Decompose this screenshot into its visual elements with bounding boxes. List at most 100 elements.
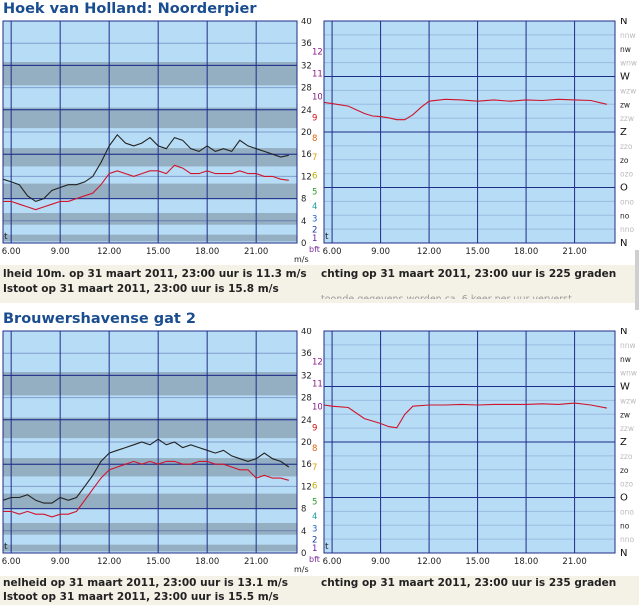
direction-tick-label: zo bbox=[620, 156, 629, 165]
y-tick-label-bft: 7 bbox=[312, 153, 317, 163]
plot-frame bbox=[323, 20, 616, 244]
station-block: Hoek van Holland: Noorderpier t 6.00 9.00 1… bbox=[0, 0, 639, 303]
corner-mark: t bbox=[325, 542, 329, 552]
y-tick-label-ms: 24 bbox=[301, 106, 312, 116]
y-tick-label-bft: 4 bbox=[312, 202, 317, 212]
bft-unit-label: bft bbox=[309, 245, 320, 254]
y-tick-label-ms: 20 bbox=[301, 438, 312, 448]
speed-info: lheid 10m. op 31 maart 2011, 23:00 uur i… bbox=[3, 268, 307, 280]
x-tick-label: 12.00 bbox=[97, 247, 121, 257]
beaufort-band bbox=[3, 417, 297, 439]
y-tick-label-ms: 40 bbox=[301, 328, 312, 337]
y-tick-label-ms: 4 bbox=[301, 527, 306, 537]
speed-chart: t6.00 9.00 12.00 15.00 18.00 21.0040363228242… bbox=[2, 328, 322, 574]
y-tick-label-ms: 28 bbox=[301, 84, 312, 94]
y-tick-label-bft: 12 bbox=[312, 48, 322, 58]
y-tick-label-ms: 36 bbox=[301, 349, 312, 359]
beaufort-band bbox=[3, 493, 297, 510]
x-tick-label: 21.00 bbox=[244, 557, 268, 567]
y-tick-label-bft: 6 bbox=[312, 481, 317, 491]
y-tick-label-bft: 3 bbox=[312, 525, 317, 535]
y-tick-label-bft: 11 bbox=[312, 70, 322, 80]
x-tick-label: 18.00 bbox=[195, 247, 219, 257]
x-tick-label: 12.00 bbox=[417, 557, 441, 567]
x-tick-label: 15.00 bbox=[146, 557, 170, 567]
x-tick-label: 21.00 bbox=[562, 247, 586, 257]
y-tick-label-bft: 1 bbox=[312, 234, 317, 244]
direction-tick-label: wnw bbox=[620, 59, 637, 68]
direction-tick-label: wnw bbox=[620, 369, 637, 378]
y-tick-label-bft: 11 bbox=[312, 380, 322, 390]
refresh-note: toonde gegevens worden ca. 6 keer per uu… bbox=[321, 292, 572, 299]
plot-frame bbox=[2, 330, 298, 554]
station-title[interactable]: Brouwershavense gat 2 bbox=[3, 311, 196, 327]
plot-frame bbox=[323, 330, 616, 554]
x-tick-label: 6.00 bbox=[323, 557, 342, 567]
direction-tick-label: W bbox=[620, 72, 630, 83]
x-tick-label: 6.00 bbox=[2, 247, 21, 257]
x-tick-label: 9.00 bbox=[51, 247, 70, 257]
direction-tick-label: zzw bbox=[620, 114, 634, 123]
direction-tick-label: Z bbox=[620, 437, 627, 448]
direction-tick-label: wzw bbox=[620, 86, 636, 95]
x-tick-label: 15.00 bbox=[146, 247, 170, 257]
y-tick-label-bft: 4 bbox=[312, 512, 317, 522]
x-tick-label: 9.00 bbox=[371, 557, 390, 567]
beaufort-band bbox=[3, 523, 297, 535]
ms-unit-label: m/s bbox=[294, 565, 309, 574]
direction-tick-label: zzo bbox=[620, 452, 633, 461]
station-title[interactable]: Hoek van Holland: Noorderpier bbox=[3, 1, 257, 17]
series-line-windrichting bbox=[323, 402, 608, 429]
direction-tick-label: zzo bbox=[620, 142, 633, 151]
y-tick-label-bft: 8 bbox=[312, 134, 317, 144]
y-tick-label-bft: 2 bbox=[312, 536, 317, 546]
direction-info: chting op 31 maart 2011, 23:00 uur is 22… bbox=[321, 268, 617, 280]
y-tick-label-bft: 10 bbox=[312, 402, 322, 412]
x-tick-label: 12.00 bbox=[97, 557, 121, 567]
corner-mark: t bbox=[325, 232, 329, 242]
y-tick-label-bft: 12 bbox=[312, 358, 322, 368]
gust-info: Istoot op 31 maart 2011, 23:00 uur is 15… bbox=[3, 283, 279, 295]
direction-tick-label: O bbox=[620, 493, 628, 504]
series-line-windstoot bbox=[2, 133, 289, 203]
y-tick-label-ms: 32 bbox=[301, 371, 312, 381]
corner-mark: t bbox=[4, 232, 8, 242]
direction-tick-label: Z bbox=[620, 127, 627, 138]
beaufort-band bbox=[3, 183, 297, 200]
y-tick-label-ms: 24 bbox=[301, 416, 312, 426]
beaufort-band bbox=[3, 458, 297, 477]
direction-tick-label: nw bbox=[620, 45, 631, 54]
direction-tick-label: zw bbox=[620, 410, 630, 419]
direction-tick-label: nno bbox=[620, 535, 635, 544]
y-tick-label-ms: 12 bbox=[301, 482, 312, 492]
beaufort-band bbox=[3, 234, 297, 242]
direction-tick-label: W bbox=[620, 382, 630, 393]
y-tick-label-bft: 8 bbox=[312, 444, 317, 454]
direction-tick-label: ozo bbox=[620, 480, 634, 489]
direction-tick-label: ono bbox=[620, 197, 634, 206]
y-tick-label-ms: 0 bbox=[301, 239, 306, 249]
direction-tick-label: N bbox=[620, 548, 627, 559]
beaufort-band bbox=[3, 62, 297, 86]
direction-tick-label: wzw bbox=[620, 396, 636, 405]
ms-unit-label: m/s bbox=[294, 255, 309, 264]
direction-tick-label: N bbox=[620, 328, 627, 337]
y-tick-label-ms: 36 bbox=[301, 39, 312, 49]
station-block: Brouwershavense gat 2 t 6.00 9.00 12.00 15.0… bbox=[0, 310, 639, 605]
scrollbar[interactable] bbox=[635, 250, 639, 310]
x-tick-label: 9.00 bbox=[371, 247, 390, 257]
direction-tick-label: ono bbox=[620, 507, 634, 516]
beaufort-band bbox=[3, 544, 297, 552]
direction-tick-label: zo bbox=[620, 466, 629, 475]
y-tick-label-ms: 0 bbox=[301, 549, 306, 559]
bft-unit-label: bft bbox=[309, 555, 320, 564]
y-tick-label-ms: 12 bbox=[301, 172, 312, 182]
gust-info: Istoot op 31 maart 2011, 23:00 uur is 15… bbox=[3, 591, 279, 603]
y-tick-label-ms: 40 bbox=[301, 18, 312, 27]
x-tick-label: 18.00 bbox=[514, 247, 538, 257]
x-tick-label: 6.00 bbox=[2, 557, 21, 567]
direction-tick-label: O bbox=[620, 183, 628, 194]
y-tick-label-ms: 20 bbox=[301, 128, 312, 138]
beaufort-band bbox=[3, 213, 297, 225]
